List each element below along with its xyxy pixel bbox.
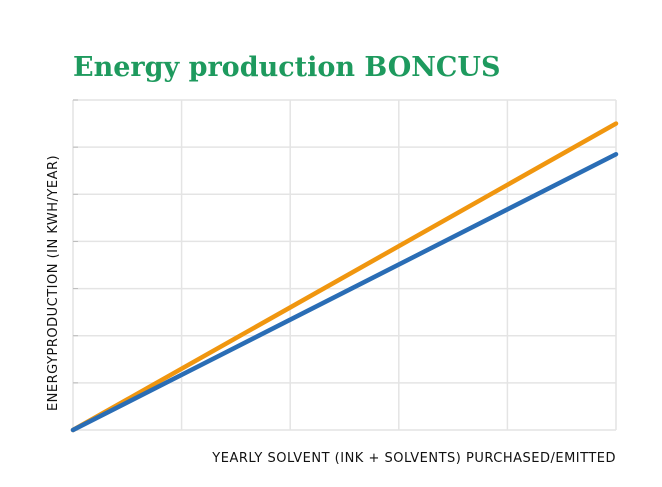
line-series (70, 151, 619, 433)
x-axis-label: YEARLY SOLVENT (INK + SOLVENTS) PURCHASE… (211, 451, 616, 466)
line-series (70, 121, 619, 433)
y-axis-label: ENERGYPRODUCTION (IN KWH/YEAR) (46, 155, 61, 411)
chart-title: Energy production BONCUS (73, 52, 500, 83)
